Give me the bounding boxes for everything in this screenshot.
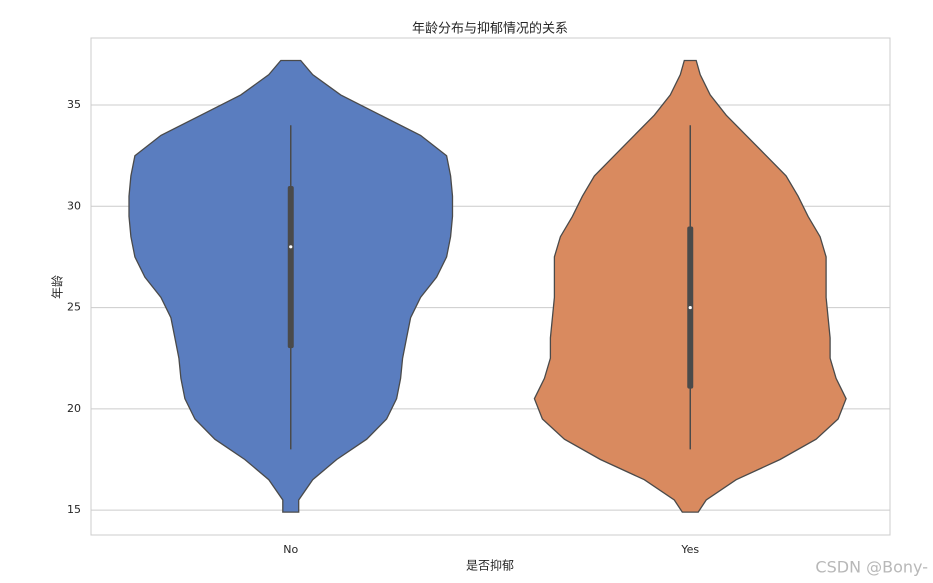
y-tick-label: 35 — [67, 98, 81, 111]
x-axis-label: 是否抑郁 — [466, 558, 514, 573]
y-tick-label: 15 — [67, 503, 81, 516]
watermark: CSDN @Bony- — [815, 558, 928, 577]
chart-title: 年龄分布与抑郁情况的关系 — [412, 21, 568, 37]
box — [287, 186, 294, 349]
plot-frame — [90, 37, 891, 536]
median — [688, 305, 692, 310]
y-tick-label: 20 — [67, 402, 81, 415]
median — [289, 245, 293, 249]
x-tick-label: Yes — [680, 543, 699, 556]
y-tick-label: 30 — [67, 199, 81, 212]
y-tick-label: 25 — [67, 301, 81, 314]
y-axis-label: 年龄 — [51, 275, 65, 299]
x-tick-label: No — [283, 543, 298, 556]
